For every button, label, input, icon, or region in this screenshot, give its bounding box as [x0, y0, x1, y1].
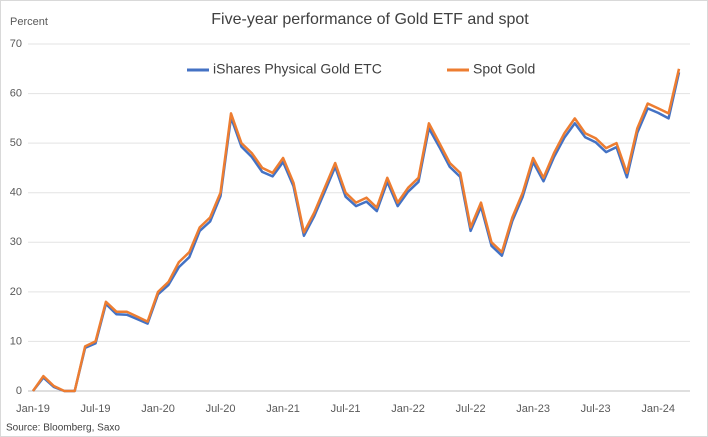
x-tick-label: Jan-23	[516, 403, 550, 415]
x-tick-label: Jul-23	[581, 403, 611, 415]
y-tick-label: 50	[10, 137, 22, 149]
legend-label: Spot Gold	[473, 61, 535, 77]
y-tick-label: 40	[10, 187, 22, 199]
x-tick-label: Jul-20	[206, 403, 236, 415]
y-tick-label: 10	[10, 335, 22, 347]
series-line	[32, 72, 681, 393]
y-axis-label: Percent	[10, 16, 48, 28]
x-tick-label: Jul-22	[456, 403, 486, 415]
x-tick-label: Jan-19	[16, 403, 50, 415]
x-tick-label: Jul-21	[331, 403, 361, 415]
x-tick-label: Jan-20	[141, 403, 175, 415]
series-line	[31, 68, 681, 393]
chart-title: Five-year performance of Gold ETF and sp…	[211, 11, 529, 28]
x-tick-label: Jan-22	[391, 403, 425, 415]
y-tick-label: 70	[10, 38, 22, 50]
x-tick-label: Jan-21	[266, 403, 300, 415]
y-tick-label: 20	[10, 286, 22, 298]
x-tick-label: Jul-19	[81, 403, 111, 415]
y-tick-label: 30	[10, 236, 22, 248]
x-tick-label: Jan-24	[641, 403, 675, 415]
source: Source: Bloomberg, Saxo	[6, 423, 120, 434]
y-tick-label: 60	[10, 87, 22, 99]
legend-label: iShares Physical Gold ETC	[213, 61, 382, 77]
y-tick-label: 0	[16, 385, 22, 397]
